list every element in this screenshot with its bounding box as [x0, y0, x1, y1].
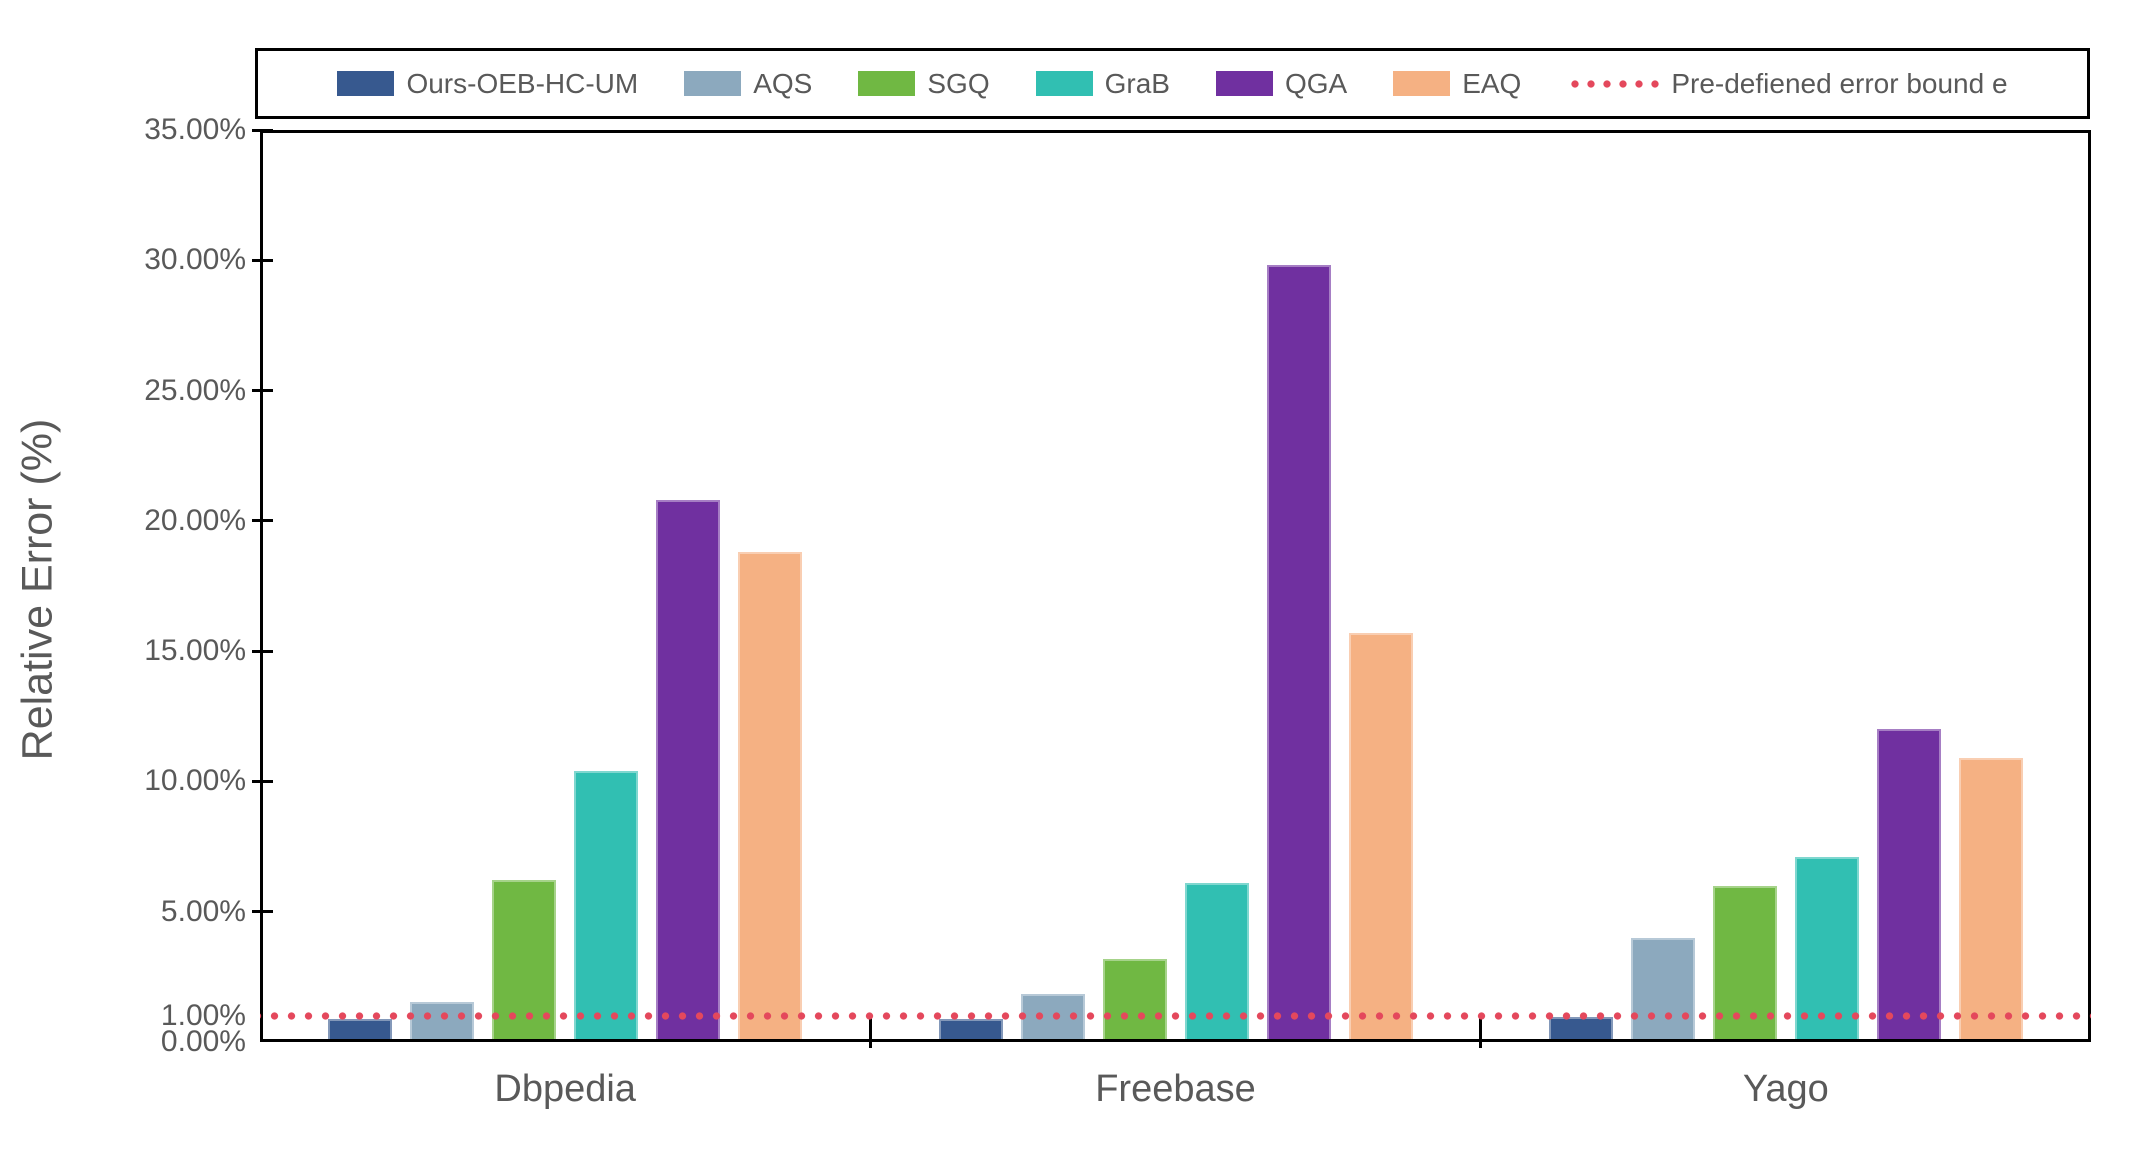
y-tick-mark — [252, 519, 273, 523]
legend-item-qga: QGA — [1215, 67, 1348, 100]
legend-item-aqs: AQS — [684, 68, 812, 100]
bar-qga-freebase — [1266, 265, 1331, 1039]
legend-item-grab: GraB — [1035, 67, 1170, 100]
y-tick-mark — [252, 910, 273, 914]
legend-swatch-qga — [1215, 71, 1273, 96]
y-tick-label: 30.00% — [144, 243, 246, 277]
legend-label: Pre-defiened error bound e — [1671, 67, 2008, 99]
legend-swatch-aqs — [684, 71, 742, 96]
y-tick-mark — [252, 779, 273, 783]
y-tick-label: 1.00% — [160, 998, 246, 1032]
bar-aqs-dbpedia — [410, 1001, 475, 1039]
y-tick-label: 20.00% — [144, 503, 246, 537]
dotted-line-icon — [1567, 79, 1660, 88]
bar-ours-oeb-hc-um-yago — [1548, 1017, 1613, 1039]
bar-sgq-freebase — [1102, 958, 1167, 1039]
legend-swatch-grab — [1035, 71, 1093, 96]
y-tick-label: 0.00% — [160, 1025, 246, 1058]
bar-eaq-freebase — [1348, 632, 1413, 1039]
category-label-yago: Yago — [1742, 1068, 1829, 1110]
bar-ours-oeb-hc-um-freebase — [938, 1018, 1003, 1039]
legend-label: QGA — [1284, 67, 1348, 99]
legend-item-sgq: SGQ — [858, 67, 990, 100]
legend-label: Ours-OEB-HC-UM — [406, 67, 639, 99]
y-tick-mark — [252, 389, 273, 393]
plot-area — [260, 130, 2091, 1042]
bar-qga-dbpedia — [656, 500, 721, 1039]
bar-ours-oeb-hc-um-dbpedia — [328, 1018, 393, 1039]
bar-eaq-dbpedia — [738, 552, 803, 1039]
legend-swatch-ours-oeb-hc-um — [337, 71, 395, 96]
bar-grab-yago — [1794, 856, 1859, 1039]
legend-item-eaq: EAQ — [1393, 68, 1521, 100]
bar-qga-yago — [1876, 729, 1941, 1039]
legend-swatch-eaq — [1393, 71, 1451, 96]
category-label-dbpedia: Dbpedia — [494, 1068, 636, 1110]
y-tick-label: 10.00% — [144, 764, 246, 798]
legend-label: AQS — [753, 67, 813, 99]
y-tick-label: 25.00% — [144, 373, 246, 407]
y-tick-label: 15.00% — [144, 634, 246, 668]
legend-label: SGQ — [927, 67, 990, 99]
y-tick-mark — [252, 649, 273, 653]
x-tick-mark — [1479, 1016, 1483, 1048]
bar-eaq-yago — [1958, 757, 2023, 1039]
error-bound-line — [260, 1011, 2091, 1020]
y-tick-mark — [252, 258, 273, 262]
y-axis-title: Relative Error (%) — [13, 418, 62, 761]
legend-swatch-sgq — [858, 71, 916, 96]
legend-item-error-bound: Pre-defiened error bound e — [1567, 67, 2008, 100]
legend-label: EAQ — [1462, 67, 1522, 99]
legend-item-ours-oeb-hc-um: Ours-OEB-HC-UM — [337, 68, 638, 100]
x-tick-mark — [868, 1016, 872, 1048]
y-tick-label: 35.00% — [144, 113, 246, 146]
legend: Ours-OEB-HC-UM AQS SGQ GraB QGA EAQ Pre-defien… — [255, 48, 2090, 119]
y-tick-mark — [252, 128, 273, 132]
category-label-freebase: Freebase — [1095, 1068, 1256, 1110]
bar-grab-dbpedia — [574, 771, 639, 1039]
y-tick-label: 5.00% — [160, 894, 246, 928]
bar-aqs-yago — [1630, 937, 1695, 1039]
legend-label: GraB — [1104, 67, 1170, 99]
